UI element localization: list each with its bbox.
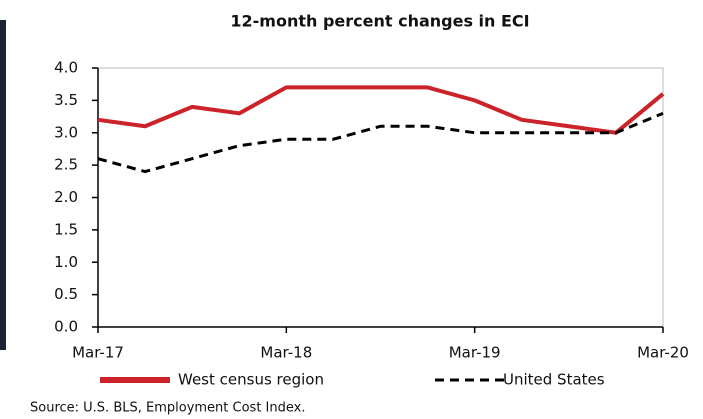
legend-label: United States bbox=[503, 371, 605, 389]
y-tick-label: 3.0 bbox=[54, 123, 78, 141]
plot-frame bbox=[97, 67, 664, 328]
y-tick-label: 2.5 bbox=[54, 156, 78, 174]
y-tick-label: 1.5 bbox=[54, 220, 78, 238]
y-tick-label: 0.5 bbox=[54, 285, 78, 303]
y-tick-label: 0.0 bbox=[54, 318, 78, 336]
edge-bar bbox=[0, 20, 6, 350]
source: Source: U.S. BLS, Employment Cost Index. bbox=[30, 401, 305, 416]
y-tick-label: 3.5 bbox=[54, 91, 78, 109]
chart-title: 12-month percent changes in ECI bbox=[230, 12, 529, 31]
y-tick-label: 4.0 bbox=[54, 59, 78, 77]
x-tick-label: Mar-17 bbox=[72, 344, 124, 362]
legend-label: West census region bbox=[178, 371, 324, 389]
y-tick-label: 2.0 bbox=[54, 188, 78, 206]
x-tick-label: Mar-18 bbox=[260, 344, 312, 362]
y-tick-label: 1.0 bbox=[54, 253, 78, 271]
x-tick-label: Mar-19 bbox=[449, 344, 501, 362]
series-line bbox=[97, 85, 665, 135]
x-tick-label: Mar-20 bbox=[637, 344, 689, 362]
series-line bbox=[97, 111, 664, 174]
